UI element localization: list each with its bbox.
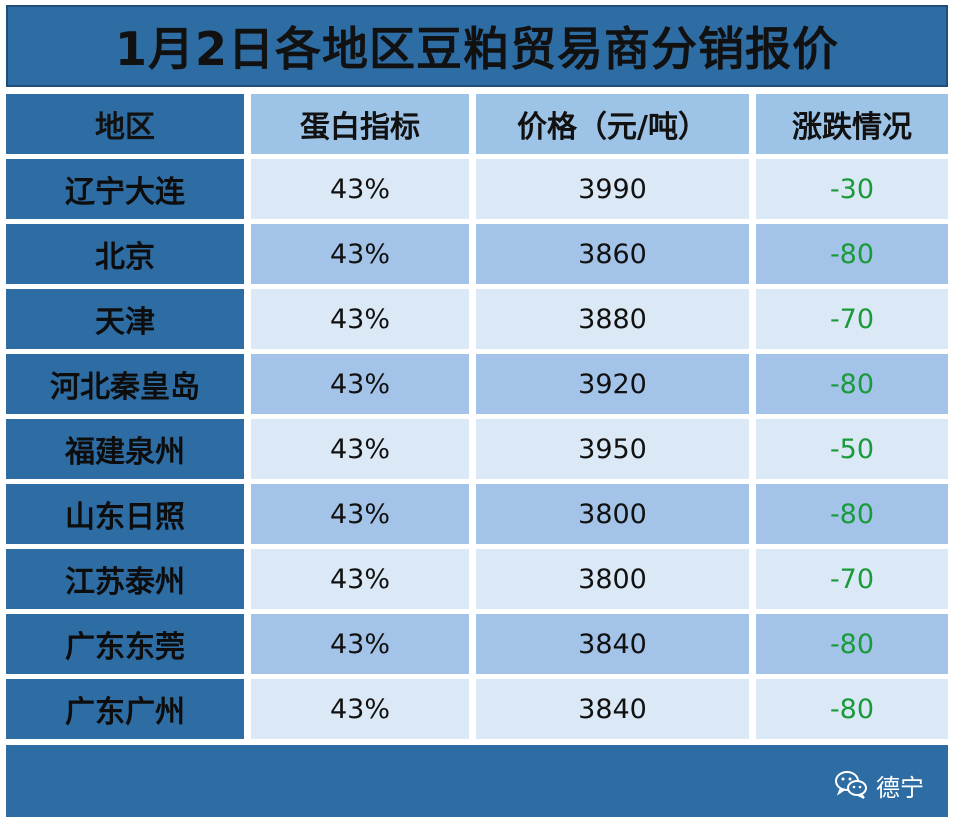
price-cell: 3840 [476,614,749,674]
price-cell: 3920 [476,354,749,414]
header-price: 价格（元/吨） [476,94,749,154]
watermark-text: 德宁 [876,774,924,802]
price-cell: 3860 [476,224,749,284]
protein-cell: 43% [251,224,469,284]
price-cell: 3800 [476,484,749,544]
table-row: 辽宁大连 43% 3990 -30 [6,159,948,219]
table-row: 山东日照 43% 3800 -80 [6,484,948,544]
region-cell: 福建泉州 [6,419,244,479]
protein-cell: 43% [251,484,469,544]
region-cell: 广东东莞 [6,614,244,674]
table-header-row: 地区 蛋白指标 价格（元/吨） 涨跌情况 [6,94,948,154]
header-region: 地区 [6,94,244,154]
price-table-frame: 1月2日各地区豆粕贸易商分销报价 地区 蛋白指标 价格（元/吨） 涨跌情况 辽宁… [6,5,948,817]
change-cell: -80 [756,354,948,414]
change-cell: -80 [756,614,948,674]
region-cell: 天津 [6,289,244,349]
table-row: 广东东莞 43% 3840 -80 [6,614,948,674]
change-cell: -80 [756,224,948,284]
price-cell: 3800 [476,549,749,609]
region-cell: 江苏泰州 [6,549,244,609]
protein-cell: 43% [251,289,469,349]
header-change: 涨跌情况 [756,94,948,154]
change-cell: -80 [756,484,948,544]
page-title: 1月2日各地区豆粕贸易商分销报价 [114,22,839,76]
region-cell: 山东日照 [6,484,244,544]
footer-bar: 德宁 [6,745,948,817]
change-cell: -70 [756,289,948,349]
price-cell: 3990 [476,159,749,219]
region-cell: 河北秦皇岛 [6,354,244,414]
protein-cell: 43% [251,354,469,414]
region-cell: 北京 [6,224,244,284]
protein-cell: 43% [251,159,469,219]
region-cell: 广东广州 [6,679,244,739]
price-cell: 3880 [476,289,749,349]
watermark: 德宁 [834,768,924,803]
price-cell: 3950 [476,419,749,479]
protein-cell: 43% [251,679,469,739]
wechat-icon [834,769,868,803]
table-row: 北京 43% 3860 -80 [6,224,948,284]
price-cell: 3840 [476,679,749,739]
table-row: 江苏泰州 43% 3800 -70 [6,549,948,609]
change-cell: -70 [756,549,948,609]
table-row: 广东广州 43% 3840 -80 [6,679,948,739]
table-row: 河北秦皇岛 43% 3920 -80 [6,354,948,414]
protein-cell: 43% [251,614,469,674]
table-row: 福建泉州 43% 3950 -50 [6,419,948,479]
protein-cell: 43% [251,419,469,479]
change-cell: -80 [756,679,948,739]
table-row: 天津 43% 3880 -70 [6,289,948,349]
region-cell: 辽宁大连 [6,159,244,219]
change-cell: -50 [756,419,948,479]
protein-cell: 43% [251,549,469,609]
header-protein: 蛋白指标 [251,94,469,154]
change-cell: -30 [756,159,948,219]
title-bar: 1月2日各地区豆粕贸易商分销报价 [6,5,948,87]
